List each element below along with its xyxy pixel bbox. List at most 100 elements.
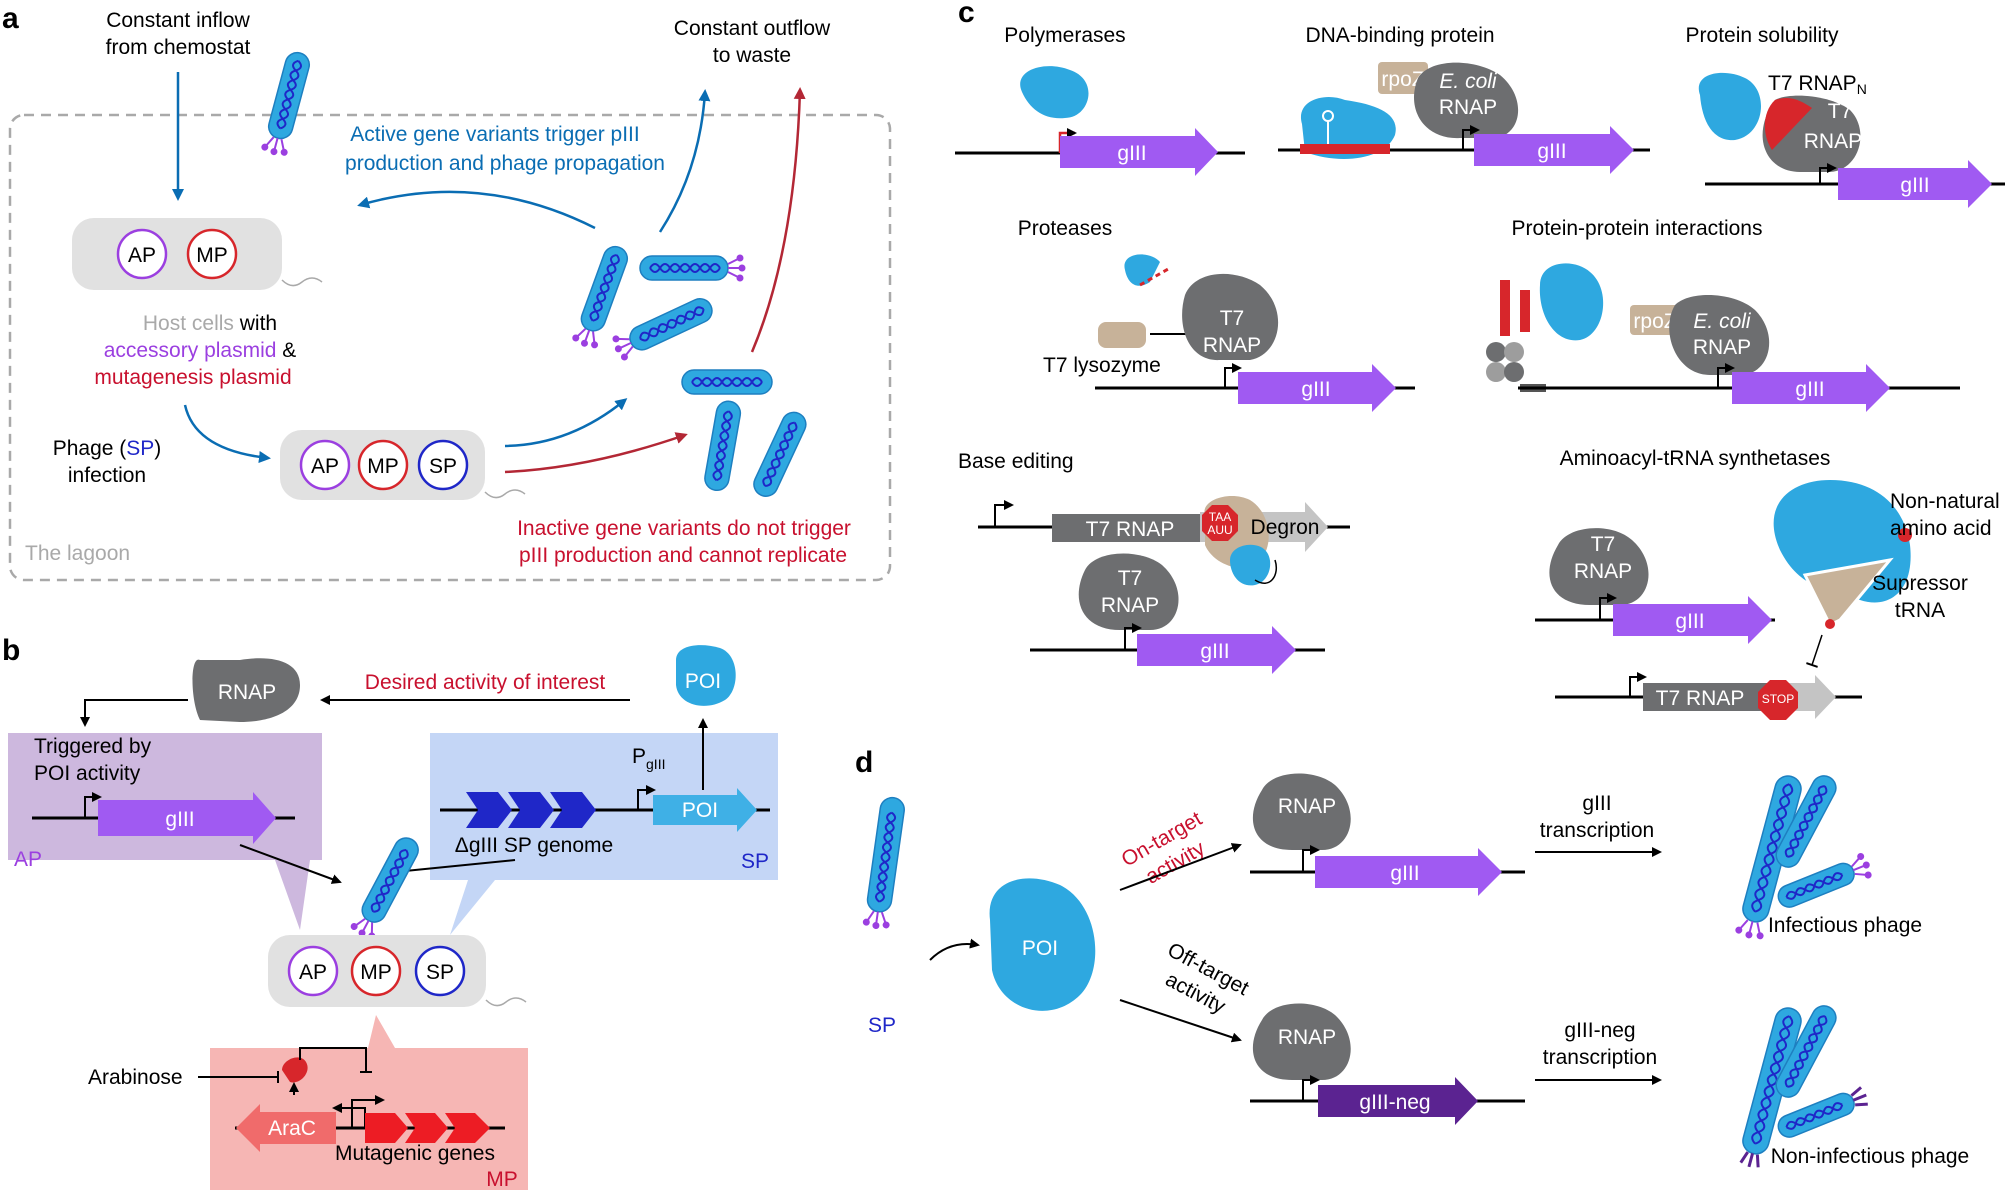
rnapc-text: RNAPC: [1804, 130, 1872, 155]
poi-gene: [653, 788, 757, 832]
giii-text-c5: gIII: [1795, 378, 1824, 401]
ap-box-label: AP: [14, 848, 42, 871]
poi-text: POI: [685, 670, 721, 693]
active-text-2: production and phage propagation: [345, 152, 665, 175]
phage-sp-d: [862, 796, 905, 930]
proteases-title: Proteases: [1018, 217, 1113, 240]
poi-shape-d: [989, 878, 1096, 1011]
outflow-red-arrow: [750, 87, 806, 353]
mutagenic-text: Mutagenic genes: [335, 1142, 495, 1165]
non-infectious-text: Non-infectious phage: [1771, 1145, 1969, 1168]
giii-neg-tx-text-1: gIII-neg: [1564, 1019, 1635, 1042]
inflow-text-1: Constant inflow: [106, 9, 250, 32]
rnap-text-c4: RNAP: [1101, 594, 1159, 617]
poi-shape: [676, 645, 736, 706]
giii-neg-gene-d: [1318, 1077, 1478, 1125]
panel-a-label: a: [2, 2, 19, 35]
auu-text: AUU: [1207, 523, 1232, 537]
giii-text-c1: gIII: [1117, 142, 1146, 165]
phage-b: [350, 837, 419, 940]
panel-a: a Constant inflow from chemostat Constan…: [2, 2, 892, 582]
sp-plasmid: [417, 439, 469, 491]
t7-rnap-gene-text: T7 RNAP: [1086, 518, 1175, 541]
sp-text-b: SP: [426, 961, 454, 984]
mp-box: [210, 1015, 528, 1190]
accessory-text: accessory plasmid &: [104, 339, 297, 362]
phage-3: [639, 254, 746, 282]
giii-neg-tx-text-2: transcription: [1543, 1046, 1657, 1069]
sp-text-d: SP: [868, 1014, 896, 1037]
supressor-text-1: Supressor: [1872, 572, 1968, 595]
ap-plasmid: [116, 228, 168, 280]
inactive-text-1: Inactive gene variants do not trigger: [517, 517, 851, 540]
non-natural-text-2: amino acid: [1890, 517, 1992, 540]
triggered-text-1: Triggered by: [34, 735, 152, 758]
rnap-text-c3: RNAP: [1693, 336, 1751, 359]
sp-text: SP: [429, 455, 457, 478]
giii-neg-text-d: gIII-neg: [1359, 1091, 1430, 1114]
rnap-shape: [192, 658, 300, 722]
panel-c-label: c: [958, 0, 975, 29]
aars-title: Aminoacyl-tRNA synthetases: [1560, 447, 1831, 470]
ap-plasmid-2: [299, 439, 351, 491]
propagation-arrow: [504, 398, 628, 448]
t7-rnapn-text: T7 RNAPN: [1768, 72, 1867, 97]
infectious-text: Infectious phage: [1768, 914, 1922, 937]
phage-7: [753, 411, 807, 497]
dna-binding-title: DNA-binding protein: [1305, 24, 1494, 47]
arabinose-text: Arabinose: [88, 1066, 183, 1089]
rpoz-text: rpoZ: [1381, 68, 1424, 91]
rnap-text: RNAP: [218, 681, 276, 704]
giii-gene-d: [1315, 848, 1502, 896]
giii-text-d: gIII: [1390, 862, 1419, 885]
triggered-text-2: POI activity: [34, 762, 141, 785]
panel-d-label: d: [855, 746, 873, 779]
on-target-label: On-target activity: [1118, 807, 1210, 889]
giii-text-c7: gIII: [1675, 610, 1704, 633]
t7-text-c4: T7: [1591, 533, 1616, 556]
rpoz-text-2: rpoZ: [1633, 310, 1676, 333]
arac-text: AraC: [268, 1117, 316, 1140]
stop-text: STOP: [1762, 692, 1794, 706]
rnap-text-d2: RNAP: [1278, 1026, 1336, 1049]
giii-tx-text-1: gIII: [1582, 792, 1611, 815]
rnap-text-c5: RNAP: [1574, 560, 1632, 583]
ap-text-b: AP: [299, 961, 327, 984]
sp-box: [430, 733, 778, 935]
supressor-text-2: tRNA: [1895, 599, 1945, 622]
t7-text-c1: T7: [1828, 100, 1853, 123]
mp-text-b: MP: [360, 961, 392, 984]
rnap-text-c1: RNAP: [1439, 96, 1497, 119]
non-infectious-phage-1: [1739, 1007, 1802, 1168]
poi-text-d: POI: [1022, 937, 1058, 960]
active-arrow: [357, 190, 596, 230]
pgiii-text: PgIII: [632, 745, 665, 772]
mp-text: MP: [196, 244, 228, 267]
outflow-blue-arrow: [658, 89, 711, 233]
inactive-arrow: [504, 432, 688, 474]
infectious-phage-3: [1777, 852, 1872, 908]
panel-d: d SP POI On-target activity Off-target a…: [855, 746, 1969, 1168]
infection-arrow: [183, 404, 271, 463]
mp-box-label: MP: [486, 1168, 518, 1191]
host-cell-b: AP MP SP: [268, 935, 527, 1007]
mutagenesis-text: mutagenesis plasmid: [94, 366, 291, 389]
host-cells-text: Host cells with: [143, 312, 277, 335]
lagoon-text: The lagoon: [25, 542, 130, 565]
ap-text: AP: [128, 244, 156, 267]
t7-rnap-gene-text-2: T7 RNAP: [1656, 687, 1745, 710]
sp-box-label: SP: [741, 850, 769, 873]
taa-text: TAA: [1209, 510, 1231, 524]
phage-6: [704, 400, 742, 492]
giii-text-c3: gIII: [1900, 174, 1929, 197]
mp-text-2: MP: [367, 455, 399, 478]
mp-plasmid: [186, 228, 238, 280]
host-cell-2: AP MP SP: [280, 430, 526, 500]
phage-2: [572, 245, 629, 349]
rnap-text-c2: RNAP: [1203, 334, 1261, 357]
giii-tx-text-2: transcription: [1540, 819, 1654, 842]
t7-text-c2: T7: [1220, 307, 1245, 330]
giii-text-c2: gIII: [1537, 140, 1566, 163]
ppi-title: Protein-protein interactions: [1512, 217, 1763, 240]
sp-genome-text: ΔgIII SP genome: [455, 834, 613, 857]
